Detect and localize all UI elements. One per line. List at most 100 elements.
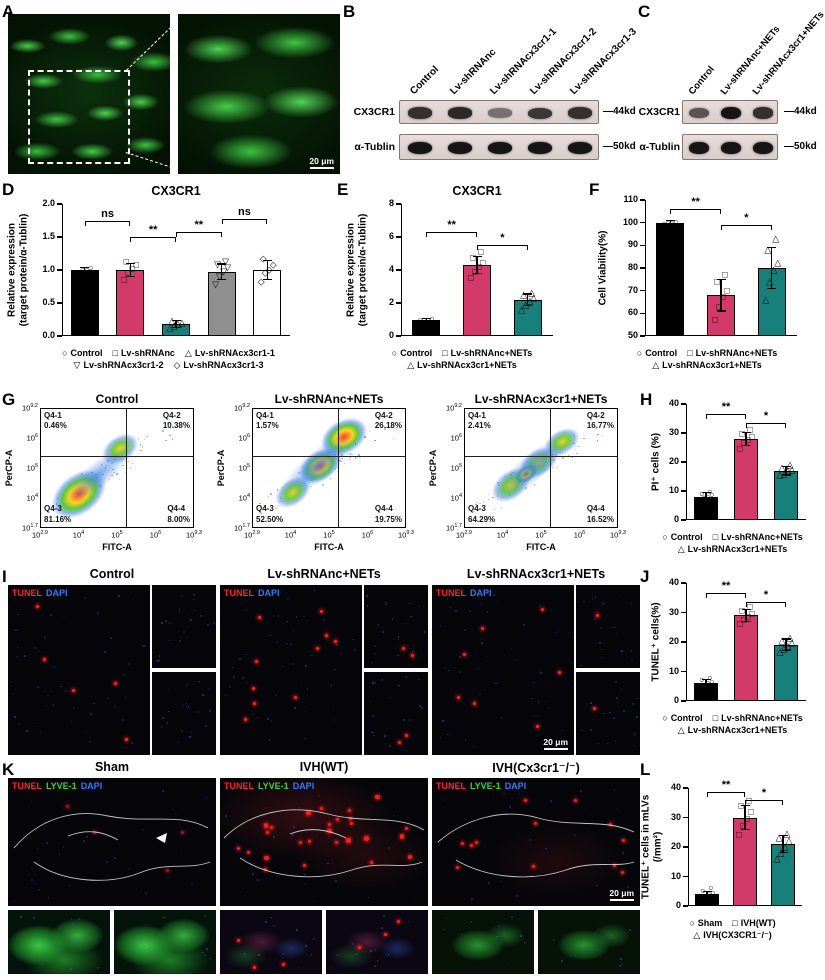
dapi-dot (336, 644, 338, 646)
error-bar-cap (702, 896, 712, 898)
y-tick-label: 30 (668, 427, 679, 437)
dapi-dot (447, 733, 449, 736)
gfp-microscopy-overview-image (8, 14, 170, 174)
dapi-dot (121, 718, 124, 721)
legend-label: Control (645, 348, 678, 358)
dapi-dot (198, 680, 200, 683)
legend-item: ○ Control (637, 348, 677, 358)
error-bar (782, 835, 784, 853)
significance-label: ** (194, 218, 204, 231)
dapi-dot (165, 620, 167, 622)
group-title: Control (89, 567, 135, 581)
scatter-dot (261, 512, 263, 514)
dapi-dot (614, 740, 617, 742)
flow-plot-title: Control (95, 392, 139, 406)
scatter-dot (374, 439, 376, 441)
dapi-dot (537, 701, 540, 703)
dapi-dot (520, 934, 522, 937)
data-point: △ (762, 294, 770, 305)
data-point: △ (766, 276, 774, 287)
dapi-dot (540, 672, 542, 674)
x-tick-label: 105 (111, 530, 123, 540)
scatter-dot (384, 428, 386, 430)
dapi-dot (332, 707, 335, 710)
legend-marker: □ (687, 347, 693, 358)
legend-marker: □ (712, 531, 719, 542)
legend-marker: △ (407, 359, 415, 370)
scatter-dot (578, 445, 581, 448)
error-bar (527, 293, 529, 306)
lane-label: Control (408, 64, 442, 97)
legend-label: Control (400, 348, 433, 358)
dapi-dot (58, 853, 61, 855)
scatter-dot (601, 434, 604, 437)
fluorescence-image-sub (8, 910, 110, 974)
y-tick (396, 203, 401, 205)
dapi-dot (209, 710, 212, 712)
y-tick (640, 244, 645, 246)
dapi-dot (514, 659, 517, 661)
dapi-dot (538, 605, 541, 607)
error-bar-cap (421, 319, 431, 321)
dapi-dot (239, 658, 241, 660)
panel-d-bar-chart: D CX3CR1 Relative expression (target prote… (2, 180, 335, 388)
y-tick-label: 105 (450, 463, 462, 473)
dapi-dot (445, 916, 448, 919)
x-tick-label: 104 (284, 530, 297, 540)
legend-item: □ Lv-shRNAnc+NETs (442, 348, 532, 358)
tunel-dot (470, 843, 474, 847)
dapi-dot (167, 710, 170, 713)
dapi-dot (50, 614, 53, 616)
zoom-region-dashed-box (28, 70, 130, 164)
flow-plot-area: Q4-1 2.41% Q4-2 16.77% Q4-3 64.29% Q4-4 16.52% (464, 408, 618, 528)
data-point: △ (773, 853, 781, 864)
dapi-dot (371, 731, 374, 734)
x-axis-label: FITC-A (102, 542, 132, 552)
scatter-dot (494, 509, 497, 511)
bar (733, 438, 759, 520)
dapi-dot (413, 858, 415, 861)
error-bar (476, 256, 478, 274)
dapi-dot (616, 697, 618, 699)
legend-item: ◇ Lv-shRNAcx3cr1-3 (174, 360, 264, 370)
y-axis-label: PerCP-A (216, 449, 226, 487)
stain-labels: TUNEL DAPI (224, 588, 280, 598)
protein-band (753, 142, 773, 154)
significance-bracket (221, 218, 268, 224)
legend-label: Lv-shRNAnc+NETs (721, 713, 803, 723)
data-point: △ (775, 832, 783, 843)
error-bar-cap (665, 223, 675, 226)
dapi-dot (385, 953, 388, 956)
dapi-dot (158, 659, 161, 661)
fluorescence-image-main: TUNEL LYVE-1 DAPI (8, 778, 216, 906)
dapi-dot (382, 631, 384, 633)
data-point: ◇ (265, 264, 273, 275)
data-point: △ (778, 462, 786, 473)
bar (116, 270, 145, 336)
dapi-dot (107, 697, 109, 700)
dapi-dot (631, 658, 633, 661)
legend-item: △ Lv-shRNAcx3cr1+NETs (652, 360, 762, 370)
dapi-dot (122, 719, 125, 721)
dapi-dot (70, 918, 73, 920)
data-point: △ (178, 317, 186, 328)
quadrant-percentage: 0.46% (44, 421, 67, 431)
dapi-dot (190, 618, 192, 621)
error-bar (771, 247, 773, 289)
dapi-dot (365, 595, 368, 597)
tunel-dot (244, 718, 248, 722)
quadrant-name: Q4-4 (167, 504, 186, 514)
dapi-dot (615, 633, 618, 636)
scatter-dot (483, 501, 485, 503)
dapi-dot (31, 878, 34, 881)
legend-item: ▽ Lv-shRNAcx3cr1-2 (74, 360, 164, 370)
data-point: ○ (707, 672, 713, 683)
y-axis-label: Relative expression (target protein/α-Tub… (6, 213, 30, 327)
tunel-dot (349, 821, 353, 825)
y-tick (640, 312, 645, 314)
dapi-dot (110, 637, 113, 639)
legend-row: ○ Control □ Lv-shRNAnc+NETs (589, 348, 825, 358)
dapi-dot (336, 954, 339, 956)
y-tick (640, 290, 645, 292)
dapi-dot (609, 711, 611, 714)
